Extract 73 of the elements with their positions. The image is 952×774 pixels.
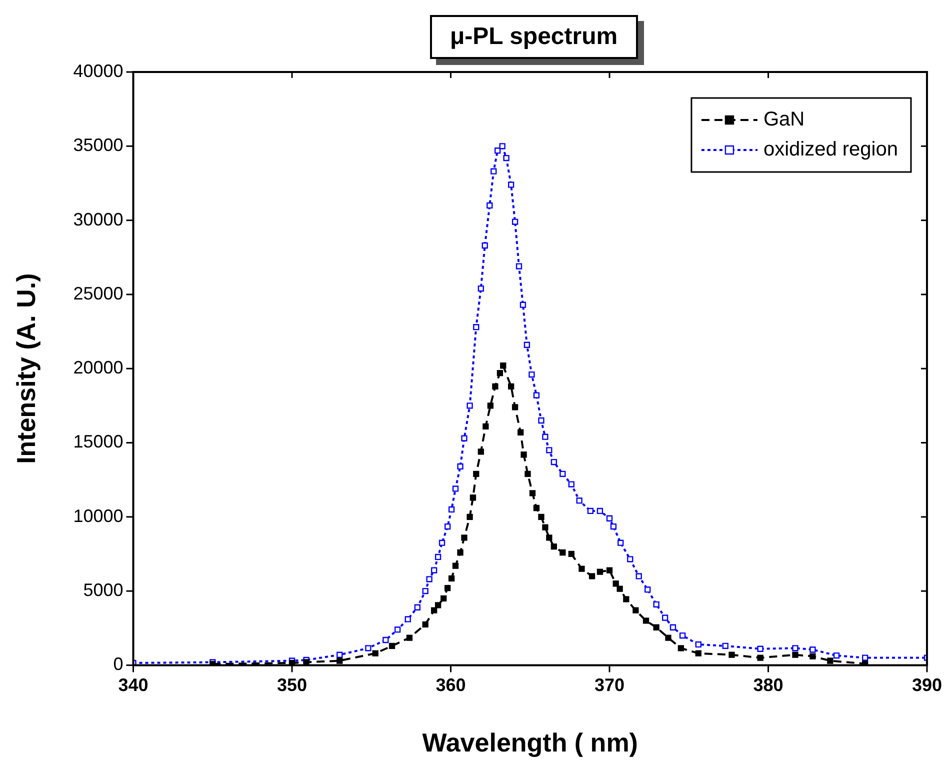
- point: [444, 585, 451, 592]
- point: [827, 658, 834, 664]
- point: [448, 575, 455, 582]
- point: [792, 652, 798, 658]
- y-tick-label: 20000: [73, 358, 124, 378]
- point: [512, 404, 518, 410]
- x-tick-label: 380: [753, 674, 784, 695]
- x-axis-title: Wavelength ( nm): [422, 728, 638, 758]
- point: [757, 654, 764, 661]
- point: [529, 490, 536, 496]
- point: [596, 568, 604, 575]
- point: [406, 634, 413, 641]
- point: [623, 596, 630, 602]
- point: [508, 383, 514, 390]
- point: [336, 658, 343, 664]
- point: [524, 470, 531, 477]
- x-tick-label: 350: [276, 674, 308, 695]
- point: [606, 567, 613, 574]
- chart-title: μ-PL spectrum: [430, 15, 638, 59]
- point: [560, 549, 566, 556]
- point: [616, 586, 623, 592]
- point: [487, 402, 494, 409]
- point: [478, 448, 484, 455]
- legend-label: oxidized region: [763, 138, 898, 161]
- point: [728, 652, 735, 658]
- y-tick-label: 30000: [73, 209, 124, 230]
- point: [588, 573, 596, 580]
- point: [642, 618, 650, 624]
- x-tick-label: 390: [912, 674, 942, 695]
- point: [482, 423, 489, 430]
- point: [461, 534, 468, 541]
- legend-label: GaN: [763, 108, 805, 131]
- point: [422, 621, 428, 628]
- point: [388, 642, 396, 649]
- y-tick-label: 0: [113, 654, 124, 674]
- point: [518, 429, 524, 436]
- point: [678, 645, 684, 652]
- point: [492, 383, 498, 390]
- point: [440, 595, 447, 602]
- x-tick-label: 360: [436, 674, 466, 695]
- y-tick-label: 35000: [73, 135, 124, 156]
- point: [434, 602, 442, 608]
- y-axis-title: Intensity (A. U.): [10, 273, 41, 464]
- point: [546, 534, 552, 541]
- point: [496, 370, 504, 376]
- point: [466, 514, 473, 520]
- point: [431, 607, 438, 614]
- point: [632, 607, 639, 614]
- x-tick-label: 370: [594, 674, 625, 695]
- point: [473, 470, 480, 477]
- point: [612, 580, 619, 587]
- point: [520, 452, 527, 458]
- point: [810, 653, 816, 660]
- point: [538, 514, 544, 520]
- y-tick-label: 40000: [73, 60, 124, 81]
- point: [470, 494, 476, 501]
- point: [500, 362, 506, 369]
- y-tick-label: 15000: [73, 432, 124, 452]
- point: [542, 524, 548, 530]
- y-tick-label: 10000: [73, 506, 124, 526]
- point: [550, 543, 558, 550]
- y-tick-label: 25000: [73, 283, 124, 304]
- point: [653, 624, 660, 630]
- x-tick-label: 340: [118, 674, 148, 695]
- point: [665, 634, 672, 641]
- point: [578, 566, 585, 572]
- point: [457, 549, 464, 556]
- y-tick-label: 5000: [83, 580, 124, 600]
- point: [533, 504, 540, 512]
- point: [695, 650, 702, 656]
- point: [452, 562, 459, 569]
- point: [372, 650, 378, 656]
- point: [568, 550, 574, 558]
